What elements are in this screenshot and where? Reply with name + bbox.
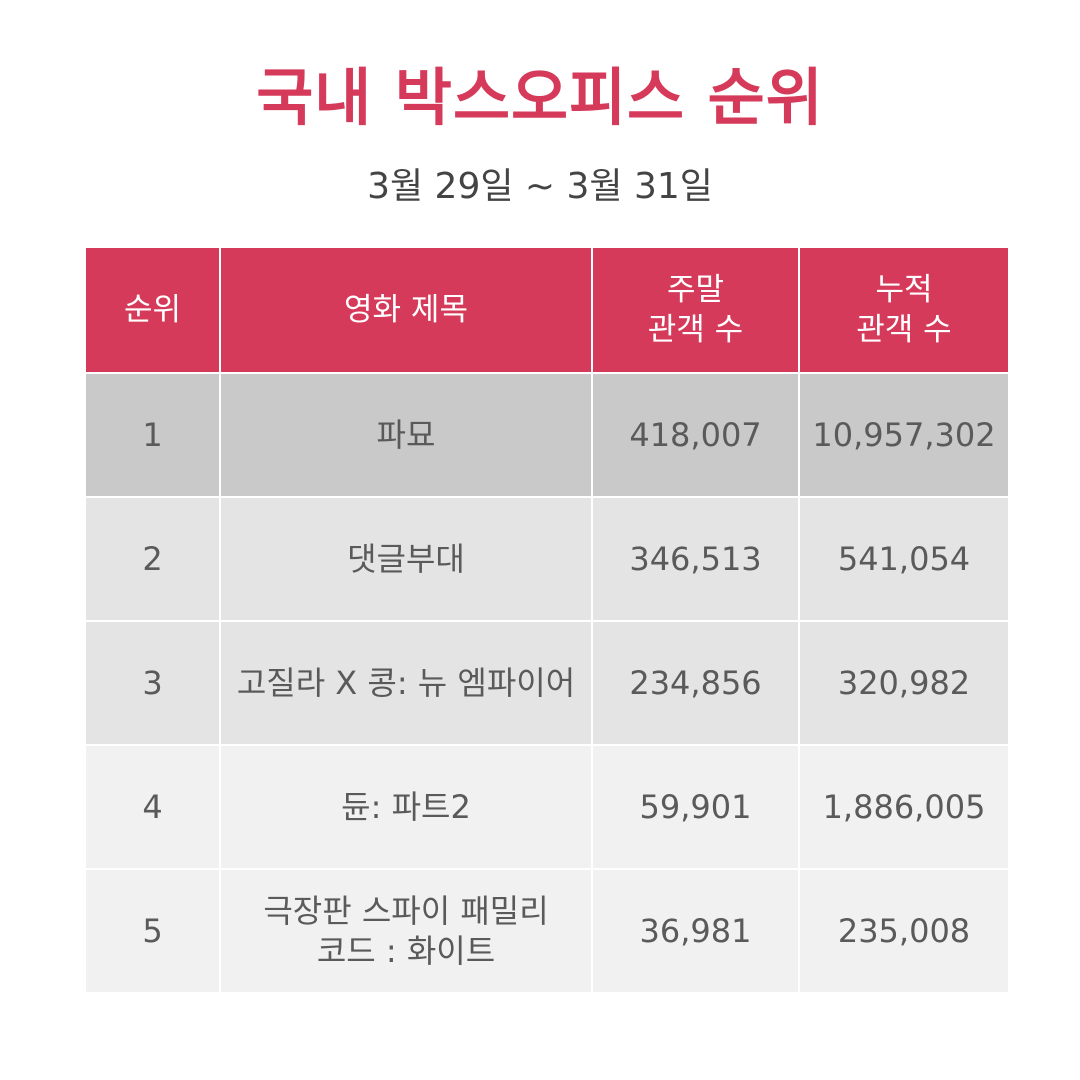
rank-cell: 2 <box>84 497 221 621</box>
weekend-audience-cell: 346,513 <box>591 497 800 621</box>
table-row: 1 파묘 418,007 10,957,302 <box>84 373 1010 497</box>
rank-cell: 5 <box>84 869 221 992</box>
weekend-audience-cell: 36,981 <box>591 869 800 992</box>
weekend-audience-cell: 59,901 <box>591 745 800 869</box>
header-weekend-audience: 주말 관객 수 <box>591 248 800 373</box>
rank-cell: 4 <box>84 745 221 869</box>
table-header-row: 순위 영화 제목 주말 관객 수 누적 관객 수 <box>84 248 1010 373</box>
total-audience-cell: 10,957,302 <box>798 373 1010 497</box>
movie-title-line1: 듄: 파트2 <box>341 788 471 826</box>
movie-title-cell: 고질라 X 콩: 뉴 엠파이어 <box>219 621 593 745</box>
page-title: 국내 박스오피스 순위 <box>256 61 824 134</box>
movie-title-line1: 댓글부대 <box>347 540 465 578</box>
movie-title-cell: 듄: 파트2 <box>219 745 593 869</box>
header-total-line2: 관객 수 <box>856 312 952 348</box>
box-office-table: 순위 영화 제목 주말 관객 수 누적 관객 수 1 파묘 418,007 10… <box>84 248 1010 992</box>
total-audience-cell: 541,054 <box>798 497 1010 621</box>
total-audience-cell: 320,982 <box>798 621 1010 745</box>
header-total-audience: 누적 관객 수 <box>798 248 1010 373</box>
table-row: 2 댓글부대 346,513 541,054 <box>84 497 1010 621</box>
movie-title-cell: 파묘 <box>219 373 593 497</box>
header-movie-title: 영화 제목 <box>219 248 593 373</box>
total-audience-cell: 235,008 <box>798 869 1010 992</box>
table-row: 5 극장판 스파이 패밀리 코드 : 화이트 36,981 235,008 <box>84 869 1010 992</box>
header-total-line1: 누적 <box>875 272 933 308</box>
rank-cell: 3 <box>84 621 221 745</box>
header-weekend-line1: 주말 <box>666 272 725 308</box>
movie-title-cell: 댓글부대 <box>219 497 593 621</box>
header-weekend-line2: 관객 수 <box>647 312 744 348</box>
table-row: 3 고질라 X 콩: 뉴 엠파이어 234,856 320,982 <box>84 621 1010 745</box>
header-rank: 순위 <box>84 248 221 373</box>
table-row: 4 듄: 파트2 59,901 1,886,005 <box>84 745 1010 869</box>
date-range: 3월 29일 ~ 3월 31일 <box>367 166 713 207</box>
movie-title-line1: 파묘 <box>376 416 436 454</box>
movie-title-line1: 극장판 스파이 패밀리 <box>263 892 549 930</box>
total-audience-cell: 1,886,005 <box>798 745 1010 869</box>
movie-title-cell: 극장판 스파이 패밀리 코드 : 화이트 <box>219 869 593 992</box>
weekend-audience-cell: 234,856 <box>591 621 800 745</box>
movie-title-line1: 고질라 X 콩: 뉴 엠파이어 <box>236 664 576 702</box>
movie-title-line2: 코드 : 화이트 <box>316 932 496 970</box>
weekend-audience-cell: 418,007 <box>591 373 800 497</box>
rank-cell: 1 <box>84 373 221 497</box>
